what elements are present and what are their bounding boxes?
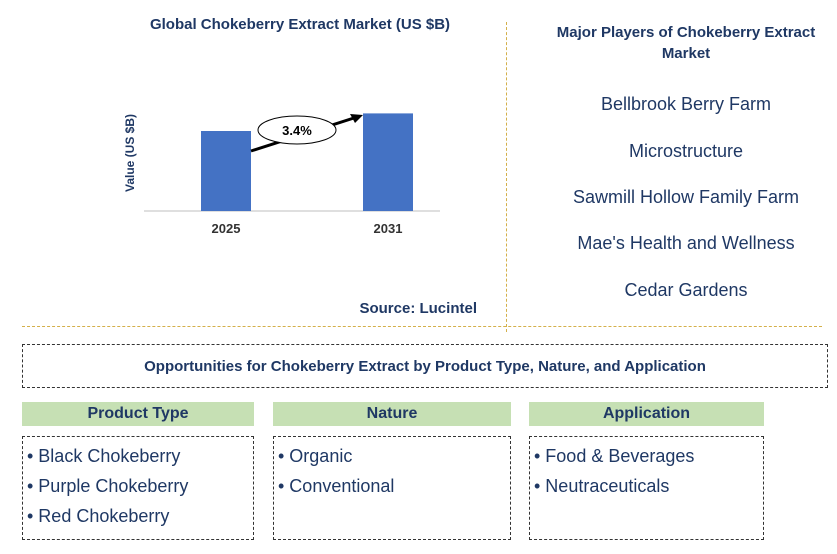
product-type-header: Product Type xyxy=(22,402,254,426)
list-item: • Black Chokeberry xyxy=(27,446,181,466)
player-item: Microstructure xyxy=(628,141,744,161)
x-tick-label: 2025 xyxy=(212,221,241,236)
product-type-list: • Black Chokeberry • Purple Chokeberry •… xyxy=(22,436,254,540)
horizontal-divider xyxy=(22,326,822,327)
vertical-divider xyxy=(506,22,507,332)
bar-2025 xyxy=(201,131,251,211)
player-item: Sawmill Hollow Family Farm xyxy=(572,187,800,207)
list-item: • Conventional xyxy=(278,476,395,496)
list-item: • Neutraceuticals xyxy=(534,476,670,496)
player-item: Cedar Gardens xyxy=(624,280,748,300)
player-item: Bellbrook Berry Farm xyxy=(600,94,772,114)
source-label: Source: Lucintel xyxy=(359,300,477,317)
growth-arrow-head xyxy=(350,114,363,123)
nature-list: • Organic • Conventional xyxy=(273,436,511,540)
bar-2031 xyxy=(363,113,413,211)
opportunities-title: Opportunities for Chokeberry Extract by … xyxy=(22,344,828,388)
chart-title: Global Chokeberry Extract Market (US $B) xyxy=(149,16,451,33)
application-header: Application xyxy=(529,402,764,426)
application-list: • Food & Beverages • Neutraceuticals xyxy=(529,436,764,540)
list-item: • Red Chokeberry xyxy=(27,506,170,526)
cagr-label: 3.4% xyxy=(282,123,312,138)
list-item: • Organic xyxy=(278,446,353,466)
player-item: Mae's Health and Wellness xyxy=(577,233,795,253)
cagr-ellipse xyxy=(257,115,337,145)
list-item: • Food & Beverages xyxy=(534,446,695,466)
nature-header: Nature xyxy=(273,402,511,426)
x-tick-label: 2031 xyxy=(374,221,403,236)
players-title: Major Players of Chokeberry Extract Mark… xyxy=(556,24,816,62)
list-item: • Purple Chokeberry xyxy=(27,476,189,496)
bar-chart: Value (US $B) 3.4% 2025 2031 xyxy=(123,113,440,236)
y-axis-label: Value (US $B) xyxy=(123,114,137,192)
